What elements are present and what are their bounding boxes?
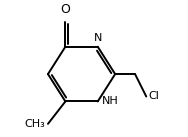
Text: CH₃: CH₃ xyxy=(25,119,45,129)
Text: N: N xyxy=(94,33,102,43)
Text: O: O xyxy=(61,3,70,16)
Text: Cl: Cl xyxy=(149,92,160,102)
Text: NH: NH xyxy=(102,96,118,106)
